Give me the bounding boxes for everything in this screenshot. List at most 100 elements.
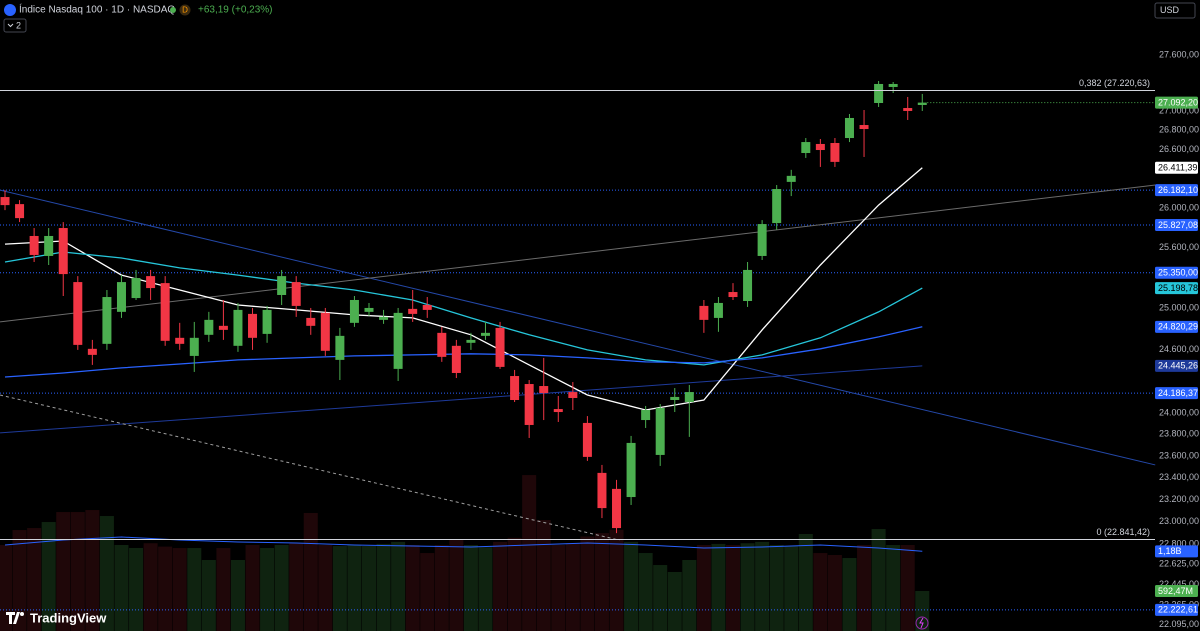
candle-body: [393, 312, 403, 369]
volume-bar: [915, 591, 930, 631]
alert-icon[interactable]: [915, 616, 929, 630]
brand-logo-dot: [20, 612, 24, 616]
volume-bar: [12, 530, 27, 631]
volume-bar: [551, 544, 566, 631]
candle-body: [146, 276, 156, 289]
y-tick-label: 22.625,00: [1159, 558, 1199, 568]
candle-body: [218, 325, 228, 330]
candle-body: [335, 335, 345, 360]
candle-body: [422, 304, 432, 310]
trendline: [0, 365, 923, 434]
volume-bar: [27, 528, 42, 631]
candle-body: [582, 422, 592, 457]
volume-bar: [478, 547, 493, 631]
volume-ma: [4, 536, 923, 552]
price-tag: 592,47M: [1158, 586, 1193, 596]
indicators-count: 2: [16, 20, 21, 30]
candle-body: [888, 83, 898, 87]
volume-bar: [682, 559, 697, 631]
candle-body: [495, 327, 505, 367]
brand-name[interactable]: TradingView: [30, 610, 107, 625]
volume-bar: [886, 544, 901, 631]
candle-body: [29, 235, 39, 255]
volume-bar: [318, 544, 333, 631]
y-tick-label: 23.000,00: [1159, 516, 1199, 526]
volume-bar: [769, 544, 784, 631]
volume-bar: [463, 544, 478, 631]
candle-body: [772, 189, 782, 224]
candle-body: [437, 332, 447, 357]
candle-body: [15, 204, 25, 219]
price-tag: 25.827,08: [1158, 220, 1198, 230]
price-tag-bg: [1155, 96, 1198, 109]
candle-body: [801, 142, 811, 154]
y-tick-label: 24.600,00: [1159, 344, 1199, 354]
price-tag-bg: [1155, 219, 1198, 232]
volume-bar: [638, 553, 653, 631]
volume-bar: [70, 512, 85, 631]
candle-body: [408, 308, 418, 314]
volume-bar: [813, 553, 828, 631]
candle-body: [306, 317, 316, 326]
volume-bar: [565, 543, 580, 631]
price-tag-bg: [1155, 184, 1198, 197]
candle-body: [116, 282, 126, 312]
moving-average: [4, 251, 923, 366]
candle-body: [641, 410, 651, 421]
volume-bar: [143, 543, 158, 631]
price-tag: 24.186,37: [1158, 388, 1198, 398]
candle-body: [248, 313, 258, 338]
brand: TradingView: [6, 610, 929, 630]
price-tag: 27.092,20: [1158, 97, 1198, 107]
alert-bolt: [919, 617, 924, 629]
price-tag: 24.445,26: [1158, 361, 1198, 371]
symbol-logo[interactable]: [4, 4, 16, 16]
brand-logo[interactable]: [6, 612, 20, 624]
candle-body: [670, 396, 680, 401]
currency-button[interactable]: [1154, 2, 1196, 19]
y-tick-label: 26.600,00: [1159, 144, 1199, 154]
volume-bar: [755, 541, 770, 631]
candle-body: [87, 348, 97, 355]
y-tick-label: 23.200,00: [1159, 494, 1199, 504]
chevron: [7, 23, 14, 28]
candle-body: [553, 409, 563, 413]
candle-body: [539, 386, 549, 394]
trendline: [0, 189, 1156, 466]
volume-bar: [798, 533, 813, 631]
volume-bar: [216, 548, 231, 631]
y-tick-label: 23.600,00: [1159, 450, 1199, 460]
price-tag: 1,18B: [1158, 546, 1182, 556]
volume-bar: [580, 536, 595, 631]
volume-bar: [332, 546, 347, 631]
candle-body: [597, 472, 607, 509]
currency[interactable]: USD: [1160, 5, 1180, 15]
symbol-title[interactable]: Índice Nasdaq 100 · 1D · NASDAQ: [19, 3, 175, 16]
price-tag: 26.411,39: [1158, 163, 1197, 173]
price-tag: 22.222,61: [1158, 605, 1198, 615]
volume-bar: [507, 537, 522, 631]
y-tick-label: 23.800,00: [1159, 429, 1199, 439]
candle-body: [568, 392, 578, 398]
candle-body: [655, 407, 665, 455]
price-tag-bg: [1155, 161, 1198, 174]
price-change: +63,19 (+0,23%): [198, 5, 273, 16]
volume-bar: [784, 545, 799, 631]
price-tag-bg: [1155, 585, 1198, 598]
candle-body: [815, 143, 825, 151]
volume-bar: [41, 522, 56, 631]
volume-bar: [158, 546, 173, 631]
indicators-toggle[interactable]: [3, 18, 27, 33]
candle-body: [480, 332, 490, 336]
volume-bar: [187, 548, 202, 631]
volume-bar: [667, 571, 682, 631]
volume-bar: [303, 512, 318, 631]
volume-bar: [172, 548, 187, 631]
volume-bar: [56, 512, 71, 631]
candle-body: [131, 278, 141, 299]
volume-bar: [871, 528, 886, 631]
fib-label: 0 (22.841,42): [1096, 527, 1150, 537]
candle-body: [451, 345, 461, 373]
moving-average: [4, 326, 923, 378]
